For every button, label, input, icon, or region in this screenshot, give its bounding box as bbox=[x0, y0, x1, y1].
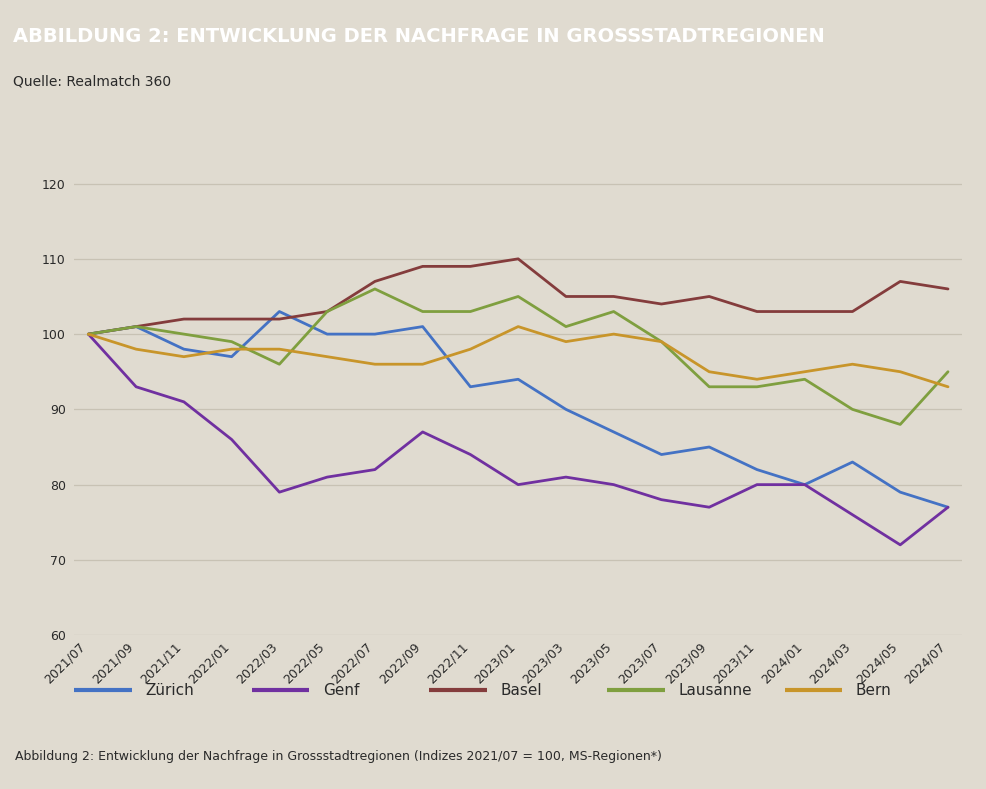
Text: Quelle: Realmatch 360: Quelle: Realmatch 360 bbox=[13, 74, 171, 88]
Text: Zürich: Zürich bbox=[145, 682, 193, 698]
Text: ABBILDUNG 2: ENTWICKLUNG DER NACHFRAGE IN GROSSSTADTREGIONEN: ABBILDUNG 2: ENTWICKLUNG DER NACHFRAGE I… bbox=[13, 27, 823, 46]
Text: Bern: Bern bbox=[855, 682, 890, 698]
Text: Genf: Genf bbox=[322, 682, 359, 698]
Text: Abbildung 2: Entwicklung der Nachfrage in Grossstadtregionen (Indizes 2021/07 = : Abbildung 2: Entwicklung der Nachfrage i… bbox=[15, 750, 661, 763]
Text: Basel: Basel bbox=[500, 682, 541, 698]
Text: Lausanne: Lausanne bbox=[677, 682, 751, 698]
